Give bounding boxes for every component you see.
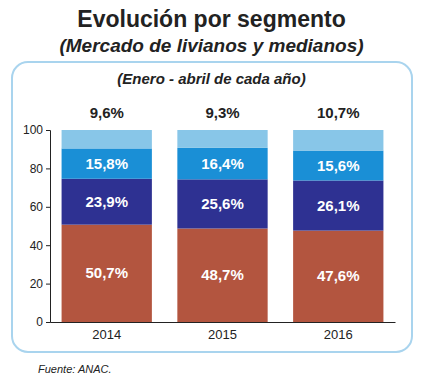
x-tick-label: 2016 [324,327,353,342]
y-tick-mark [46,130,50,131]
data-label: 23,9% [85,193,128,210]
y-tick-label: 60 [30,200,44,214]
data-label: 15,6% [317,157,360,174]
y-axis: 0 20 40 60 80 100 [23,123,51,329]
data-label: 9,6% [90,104,124,121]
bar-segment [177,179,267,228]
bar-segment [62,148,152,178]
data-label: 47,6% [317,267,360,284]
bar-segment [293,231,383,322]
source: Fuente: ANAC. [38,363,112,375]
y-tick-mark [46,284,50,285]
y-tick: 0 [36,315,50,329]
y-tick-mark [46,245,50,246]
bar-segment [177,228,267,322]
y-axis-line [46,131,51,323]
x-tick: 2015 [208,322,237,342]
y-tick-mark [46,322,50,323]
bar-segment [177,148,267,179]
bar-segment [293,130,383,151]
y-tick-label: 40 [30,239,44,253]
data-label: 50,7% [85,264,128,281]
x-tick: 2016 [324,322,353,342]
y-tick-mark [46,168,50,169]
y-tick: 60 [30,200,50,214]
data-label: 25,6% [201,195,244,212]
bar-segment [62,225,152,322]
bars [62,130,384,322]
y-tick-label: 80 [30,162,44,176]
annotation: (Enero - abril de cada año) [117,70,305,87]
bar-segment [62,130,152,148]
y-tick-label: 20 [30,277,44,291]
x-tick-label: 2014 [92,327,121,342]
subtitle: (Mercado de livianos y medianos) [59,35,363,56]
bar-segment [293,180,383,230]
data-label: 16,4% [201,155,244,172]
y-tick: 100 [23,123,50,137]
y-tick-label: 100 [23,123,43,137]
bar-segment [293,151,383,181]
x-tick: 2014 [92,322,121,342]
frame-box [12,62,412,352]
data-label: 10,7% [317,104,360,121]
chart: Evolución por segmento (Mercado de livian… [0,0,423,383]
bar-segment [62,179,152,225]
y-tick: 40 [30,239,50,253]
y-tick: 20 [30,277,50,291]
bar-segment [177,130,267,148]
y-tick-mark [46,207,50,208]
y-tick: 80 [30,162,50,176]
data-labels: 50,7% 48,7% 47,6% 23,9% 25,6% 26,1% 15,8% 16,4%… [85,104,359,284]
data-label: 48,7% [201,266,244,283]
title: Evolución por segmento [77,6,345,32]
data-label: 26,1% [317,197,360,214]
y-tick-label: 0 [36,315,43,329]
data-label: 15,8% [85,155,128,172]
x-tick-label: 2015 [208,327,237,342]
x-axis-line [51,322,396,323]
data-label: 9,3% [205,104,239,121]
x-axis: 2014 2015 2016 [51,322,396,342]
